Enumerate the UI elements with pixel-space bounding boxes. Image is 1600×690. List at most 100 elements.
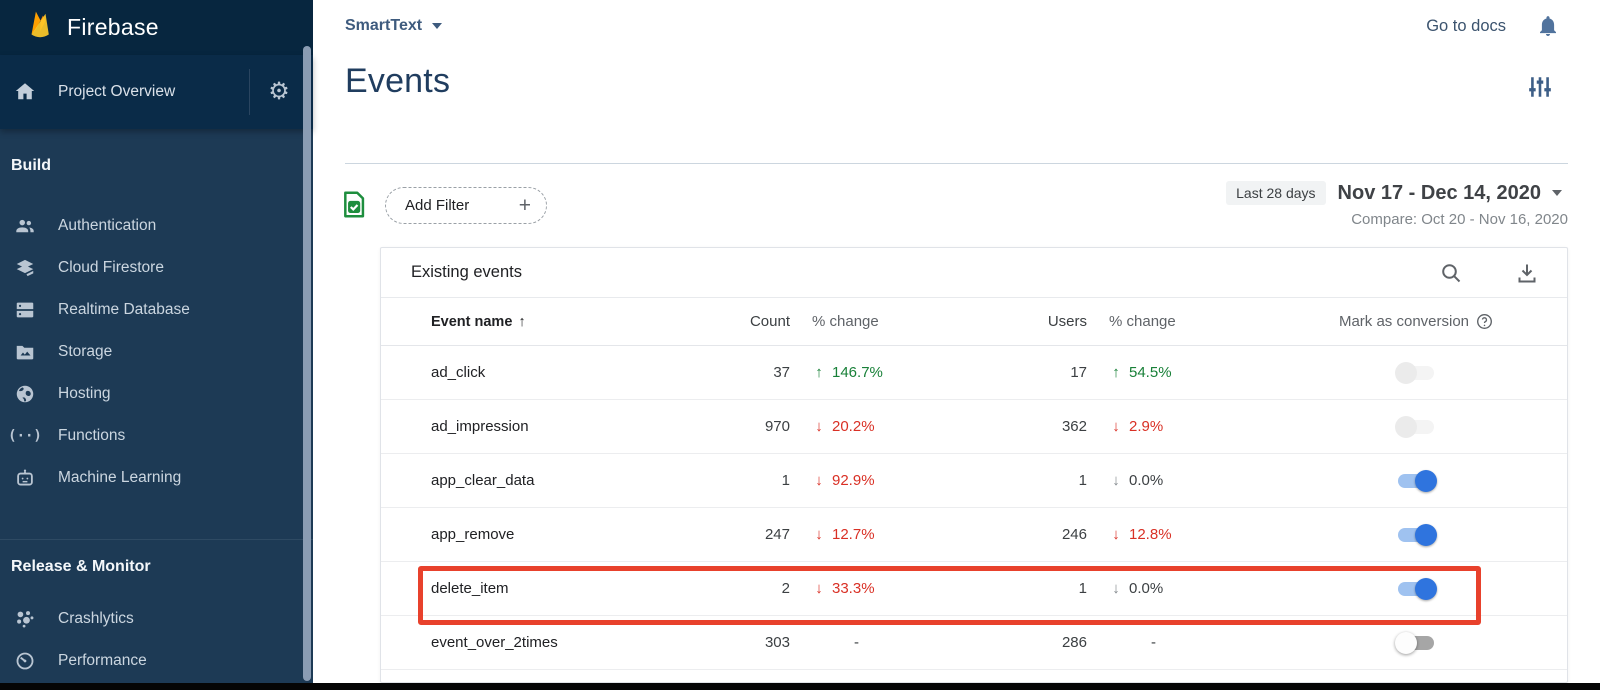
conversion-toggle[interactable] xyxy=(1395,523,1437,546)
search-icon[interactable] xyxy=(1439,261,1463,285)
conversion-cell xyxy=(1239,361,1537,384)
change-arrow-icon: ↓ xyxy=(815,418,823,435)
event-count: 1 xyxy=(781,472,790,489)
column-mark-as-conversion: Mark as conversion xyxy=(1239,313,1537,330)
download-icon[interactable] xyxy=(1515,261,1539,285)
go-to-docs-link[interactable]: Go to docs xyxy=(1426,16,1506,35)
change-arrow-icon: ↓ xyxy=(815,472,823,489)
users-change: - xyxy=(1151,634,1156,651)
sidebar-item-label: Crashlytics xyxy=(58,610,134,627)
change-arrow-icon: ↓ xyxy=(1112,580,1120,597)
change-arrow-icon: ↓ xyxy=(815,580,823,597)
change-arrow-icon: ↓ xyxy=(1112,472,1120,489)
conversion-toggle[interactable] xyxy=(1395,631,1437,654)
column-users[interactable]: Users xyxy=(1047,313,1087,330)
card-title: Existing events xyxy=(411,263,522,281)
event-users: 1 xyxy=(1078,580,1087,597)
event-users: 362 xyxy=(1061,418,1087,435)
conversion-toggle[interactable] xyxy=(1395,415,1437,438)
sidebar-item-label: Realtime Database xyxy=(58,301,190,318)
event-users: 246 xyxy=(1061,526,1087,543)
conversion-toggle[interactable] xyxy=(1395,577,1437,600)
column-event-name[interactable]: Event name ↑ xyxy=(431,313,526,330)
sidebar-item-project-overview[interactable]: Project Overview ⚙ xyxy=(0,55,313,129)
table-row: app_remove 247 ↓ 12.7% 246 ↓ 12.8% xyxy=(381,508,1567,562)
event-count: 37 xyxy=(773,364,790,381)
sidebar-item-machine-learning[interactable]: Machine Learning xyxy=(0,457,313,499)
date-range-badge: Last 28 days xyxy=(1226,181,1326,205)
event-users: 1 xyxy=(1078,472,1087,489)
event-count: 303 xyxy=(764,634,790,651)
conversion-cell xyxy=(1239,415,1537,438)
change-arrow-icon: ↓ xyxy=(1112,418,1120,435)
sidebar-item-label: Authentication xyxy=(58,217,157,234)
change-arrow-icon: ↓ xyxy=(815,526,823,543)
project-switcher[interactable]: SmartText xyxy=(345,17,443,35)
chevron-down-icon xyxy=(1552,190,1562,196)
column-count[interactable]: Count xyxy=(749,313,790,330)
event-name: delete_item xyxy=(431,580,509,597)
compare-range-text: Compare: Oct 20 - Nov 16, 2020 xyxy=(1351,211,1568,228)
date-range-selector[interactable]: Nov 17 - Dec 14, 2020 xyxy=(1338,182,1562,205)
firebase-flame-icon xyxy=(26,9,54,46)
sidebar-item-storage[interactable]: Storage xyxy=(0,331,313,373)
sidebar-item-label: Cloud Firestore xyxy=(58,259,164,276)
conversion-cell xyxy=(1239,469,1537,492)
plus-icon: + xyxy=(518,194,531,217)
column-users-change[interactable]: % change xyxy=(1109,313,1176,330)
users-change: ↓ 0.0% xyxy=(1087,580,1239,597)
sidebar-item-performance[interactable]: Performance xyxy=(0,640,313,682)
firebase-logo-text: Firebase xyxy=(67,14,159,40)
users-change: ↓ 0.0% xyxy=(1087,472,1239,489)
table-row-highlighted: delete_item 2 ↓ 33.3% 1 ↓ 0.0% xyxy=(381,562,1567,616)
event-name: event_over_2times xyxy=(431,634,558,651)
conversion-toggle[interactable] xyxy=(1395,361,1437,384)
gear-icon[interactable]: ⚙ xyxy=(268,78,290,105)
sidebar-item-hosting[interactable]: Hosting xyxy=(0,373,313,415)
ml-icon xyxy=(13,466,37,490)
event-users: 17 xyxy=(1070,364,1087,381)
hosting-icon xyxy=(13,382,37,406)
count-change: - xyxy=(854,634,859,651)
event-name: ad_impression xyxy=(431,418,529,435)
count-change: ↑ 146.7% xyxy=(790,364,942,381)
crashlytics-icon xyxy=(13,607,37,631)
sidebar-section-release-monitor: Release & Monitor Crashlytics Performance xyxy=(0,539,313,682)
date-range-block: Last 28 days Nov 17 - Dec 14, 2020 Compa… xyxy=(1226,181,1568,228)
change-arrow-icon: ↓ xyxy=(1112,526,1120,543)
sidebar-section-build: Build Authentication Cloud Firestore Realti… xyxy=(0,155,313,499)
chevron-down-icon xyxy=(432,23,443,29)
sidebar-item-label: Functions xyxy=(58,427,126,444)
count-change: ↓ 33.3% xyxy=(790,580,942,597)
page-title: Events xyxy=(345,62,451,100)
functions-icon: (··) xyxy=(8,428,42,444)
firestore-icon xyxy=(13,256,37,280)
sidebar-item-cloud-firestore[interactable]: Cloud Firestore xyxy=(0,247,313,289)
event-name: app_remove xyxy=(431,526,515,543)
sidebar-scrollbar[interactable] xyxy=(303,46,311,681)
change-arrow-icon: ↑ xyxy=(815,364,823,381)
count-change: ↓ 12.7% xyxy=(790,526,942,543)
conversion-cell xyxy=(1239,631,1537,654)
add-filter-button[interactable]: Add Filter + xyxy=(385,187,547,224)
sidebar-item-crashlytics[interactable]: Crashlytics xyxy=(0,598,313,640)
bell-icon[interactable] xyxy=(1536,14,1560,38)
column-count-change[interactable]: % change xyxy=(812,313,879,330)
conversion-toggle[interactable] xyxy=(1395,469,1437,492)
sidebar-item-functions[interactable]: (··) Functions xyxy=(0,415,313,457)
existing-events-card: Existing events Event name ↑ Count % chan… xyxy=(380,247,1568,683)
conversion-cell xyxy=(1239,577,1537,600)
tune-icon[interactable] xyxy=(1527,74,1553,100)
event-count: 247 xyxy=(764,526,790,543)
table-row: event_over_2times 303 - 286 - xyxy=(381,616,1567,670)
firebase-logo[interactable]: Firebase xyxy=(0,0,313,55)
sidebar-item-authentication[interactable]: Authentication xyxy=(0,205,313,247)
people-icon xyxy=(13,214,37,238)
main-content: SmartText Go to docs Events xyxy=(313,0,1600,690)
sidebar-item-realtime-database[interactable]: Realtime Database xyxy=(0,289,313,331)
project-overview-label: Project Overview xyxy=(58,83,176,100)
performance-icon xyxy=(13,649,37,673)
sidebar-sections: Build Authentication Cloud Firestore Realti… xyxy=(0,129,313,682)
help-icon[interactable] xyxy=(1476,313,1493,330)
